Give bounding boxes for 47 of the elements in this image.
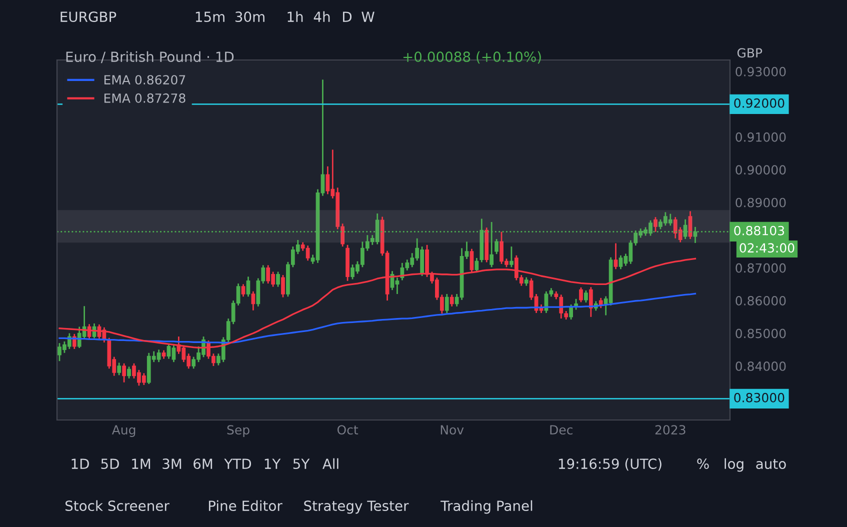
- text: Strategy Tester: [304, 500, 409, 514]
- text: 5Y: [293, 458, 310, 470]
- y-tick-label: 0.89000: [736, 198, 786, 208]
- text: Trading Panel: [440, 500, 532, 514]
- legend-label: EMA 0.86207: [104, 75, 186, 85]
- x-tick-label: Oct: [337, 425, 358, 435]
- text: 15m: [196, 12, 224, 22]
- text: D: [343, 12, 352, 22]
- text: Stock Screener: [65, 500, 170, 512]
- ref-line-label: 0.92000: [734, 98, 784, 108]
- text: 1h: [288, 11, 303, 22]
- y-tick-label: 0.93000: [736, 66, 786, 76]
- x-tick-label: Aug: [112, 425, 136, 437]
- text: 3M: [162, 458, 182, 470]
- y-tick-label: 0.91000: [736, 132, 786, 142]
- text: 1Y: [264, 458, 281, 469]
- ref-line-label: 0.83000: [734, 392, 784, 402]
- text: 19:16:59 (UTC): [558, 458, 662, 471]
- text: 1D: [72, 458, 89, 469]
- y-axis-title: GBP: [737, 48, 762, 58]
- text: log: [724, 458, 744, 472]
- x-tick-label: Dec: [550, 425, 572, 435]
- y-tick-label: 0.84000: [736, 361, 786, 371]
- text: YTD: [224, 458, 252, 469]
- ref-line-label: 0.88103: [734, 226, 784, 236]
- text: auto: [756, 459, 786, 470]
- x-tick-label: Nov: [440, 425, 464, 435]
- text: 5D: [101, 458, 119, 470]
- text: 4h: [314, 11, 330, 22]
- text: EURGBP: [60, 12, 116, 22]
- text: W: [362, 12, 374, 22]
- chart-subtitle: +0.00088 (+0.10%): [403, 51, 541, 64]
- legend-label: EMA 0.87278: [104, 93, 186, 103]
- y-tick-label: 0.86000: [736, 296, 786, 306]
- x-tick-label: 2023: [655, 425, 686, 435]
- text: 30m: [235, 12, 264, 22]
- text: All: [322, 458, 338, 469]
- text: %: [697, 458, 709, 470]
- y-tick-label: 0.85000: [736, 328, 786, 338]
- y-tick-label: 0.87000: [736, 263, 786, 273]
- text: 1M: [132, 458, 150, 469]
- chart-title: Euro / British Pound · 1D: [66, 51, 234, 64]
- text: Pine Editor: [208, 500, 282, 512]
- text: 6M: [194, 458, 212, 470]
- x-tick-label: Sep: [227, 425, 250, 437]
- text: 02:43:00: [740, 243, 794, 253]
- y-tick-label: 0.90000: [736, 165, 786, 175]
